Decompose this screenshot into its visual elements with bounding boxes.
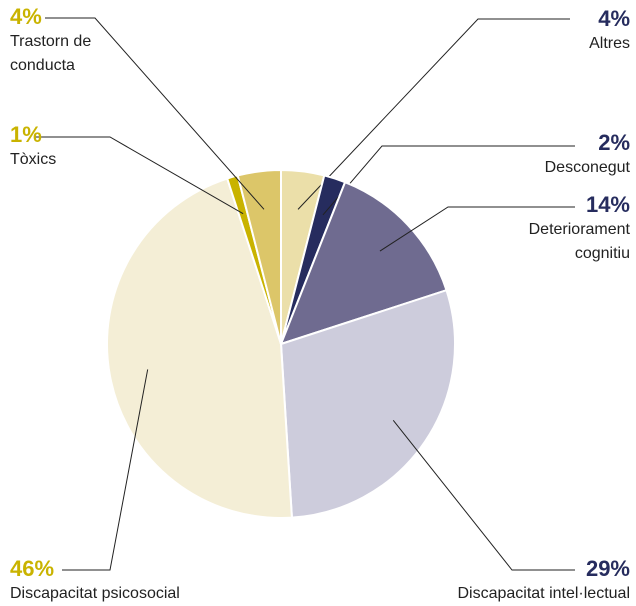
slice-label: 4% Trastorn de conducta <box>10 4 130 78</box>
slice-label: 14% Deteriorament cognitiu <box>430 192 630 266</box>
leader-line <box>392 419 575 571</box>
leader-line <box>35 136 244 215</box>
value-label: 29% <box>585 556 630 581</box>
pie-slice <box>279 288 456 519</box>
category-label: Discapacitat intel·lectual <box>457 585 630 602</box>
pie-slice <box>236 168 282 345</box>
slice-label: 2% Desconegut <box>430 130 630 180</box>
leader-line <box>45 17 265 210</box>
category-label: Trastorn de conducta <box>10 33 92 74</box>
category-label: Tòxics <box>10 151 57 168</box>
category-label: Discapacitat psicosocial <box>10 585 180 602</box>
category-label: Deteriorament cognitiu <box>528 221 630 262</box>
slice-label: 46% Discapacitat psicosocial <box>10 556 260 606</box>
category-label: Altres <box>589 35 630 52</box>
value-label: 2% <box>598 130 630 155</box>
leader-line <box>379 206 575 252</box>
value-label: 46% <box>10 556 55 581</box>
leader-line <box>62 369 149 571</box>
category-label: Desconegut <box>544 159 630 176</box>
value-label: 14% <box>585 192 630 217</box>
leader-line <box>297 18 570 210</box>
slice-label: 29% Discapacitat intel·lectual <box>380 556 630 606</box>
value-label: 4% <box>10 4 42 29</box>
slice-label: 1% Tòxics <box>10 122 130 172</box>
value-label: 1% <box>10 122 42 147</box>
value-label: 4% <box>598 6 630 31</box>
slice-label: 4% Altres <box>430 6 630 56</box>
pie-slice <box>105 177 293 520</box>
